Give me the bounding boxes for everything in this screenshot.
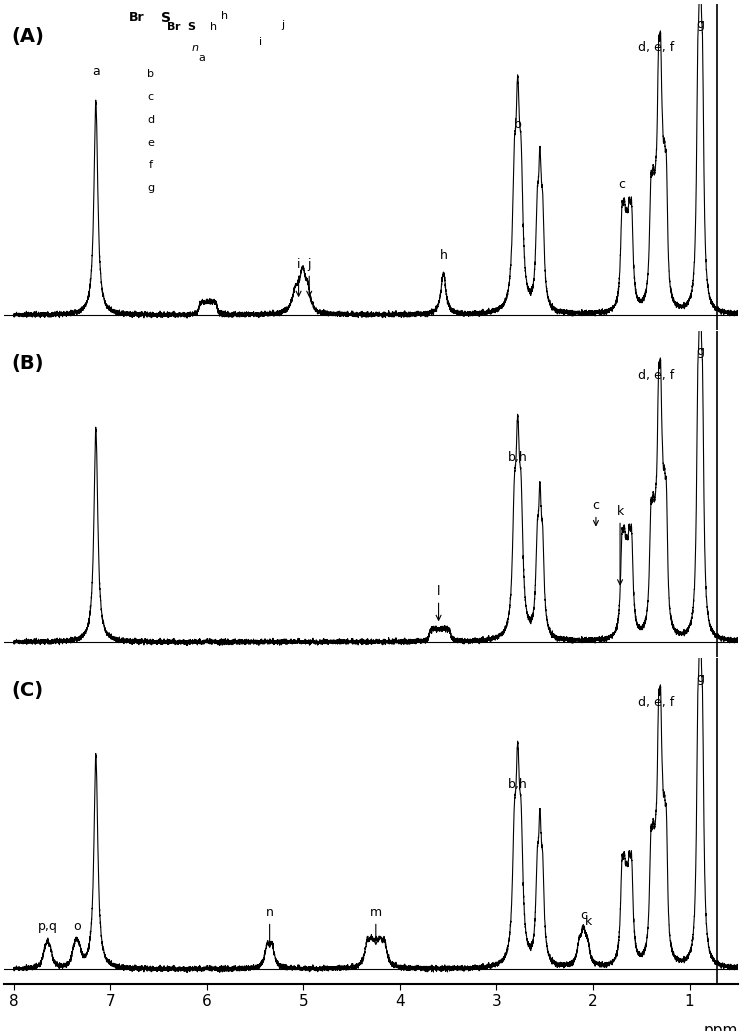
Text: j: j — [306, 258, 312, 296]
Text: o: o — [73, 921, 80, 933]
Text: l: l — [436, 585, 441, 621]
Text: g: g — [696, 672, 704, 685]
Text: S: S — [160, 10, 171, 25]
Text: j: j — [281, 21, 284, 31]
Text: k: k — [617, 504, 624, 585]
Text: d, e, f: d, e, f — [637, 696, 674, 708]
Text: b: b — [513, 119, 522, 132]
Text: $\mathbf{Br}$  $\mathbf{S}$    h: $\mathbf{Br}$ $\mathbf{S}$ h — [165, 21, 217, 32]
Text: a: a — [199, 53, 206, 63]
Text: c: c — [592, 499, 600, 526]
Text: i: i — [296, 258, 301, 296]
Text: c: c — [619, 177, 626, 191]
Text: f: f — [149, 161, 153, 170]
Text: (C): (C) — [12, 681, 44, 700]
Text: (A): (A) — [12, 27, 45, 46]
Text: m: m — [370, 905, 382, 944]
Text: h: h — [439, 248, 447, 262]
Text: d, e, f: d, e, f — [637, 368, 674, 381]
Text: g: g — [696, 344, 704, 358]
Text: c: c — [580, 908, 587, 922]
Text: n: n — [191, 43, 198, 54]
Text: b,h: b,h — [508, 778, 528, 792]
Text: k: k — [585, 914, 592, 928]
Text: g: g — [696, 18, 704, 31]
Text: e: e — [148, 138, 154, 147]
Text: p,q: p,q — [38, 921, 58, 933]
Text: n: n — [266, 905, 274, 947]
Text: g: g — [148, 184, 154, 193]
Text: c: c — [148, 92, 154, 102]
Text: Br: Br — [128, 10, 144, 24]
Text: i: i — [260, 37, 263, 46]
Text: ppm: ppm — [703, 1023, 738, 1031]
Text: b: b — [148, 69, 154, 79]
Text: h: h — [220, 10, 228, 21]
Text: d: d — [148, 114, 154, 125]
Text: (B): (B) — [12, 354, 44, 373]
Text: a: a — [92, 65, 99, 78]
Text: d, e, f: d, e, f — [637, 41, 674, 55]
Text: b,h: b,h — [508, 452, 528, 464]
